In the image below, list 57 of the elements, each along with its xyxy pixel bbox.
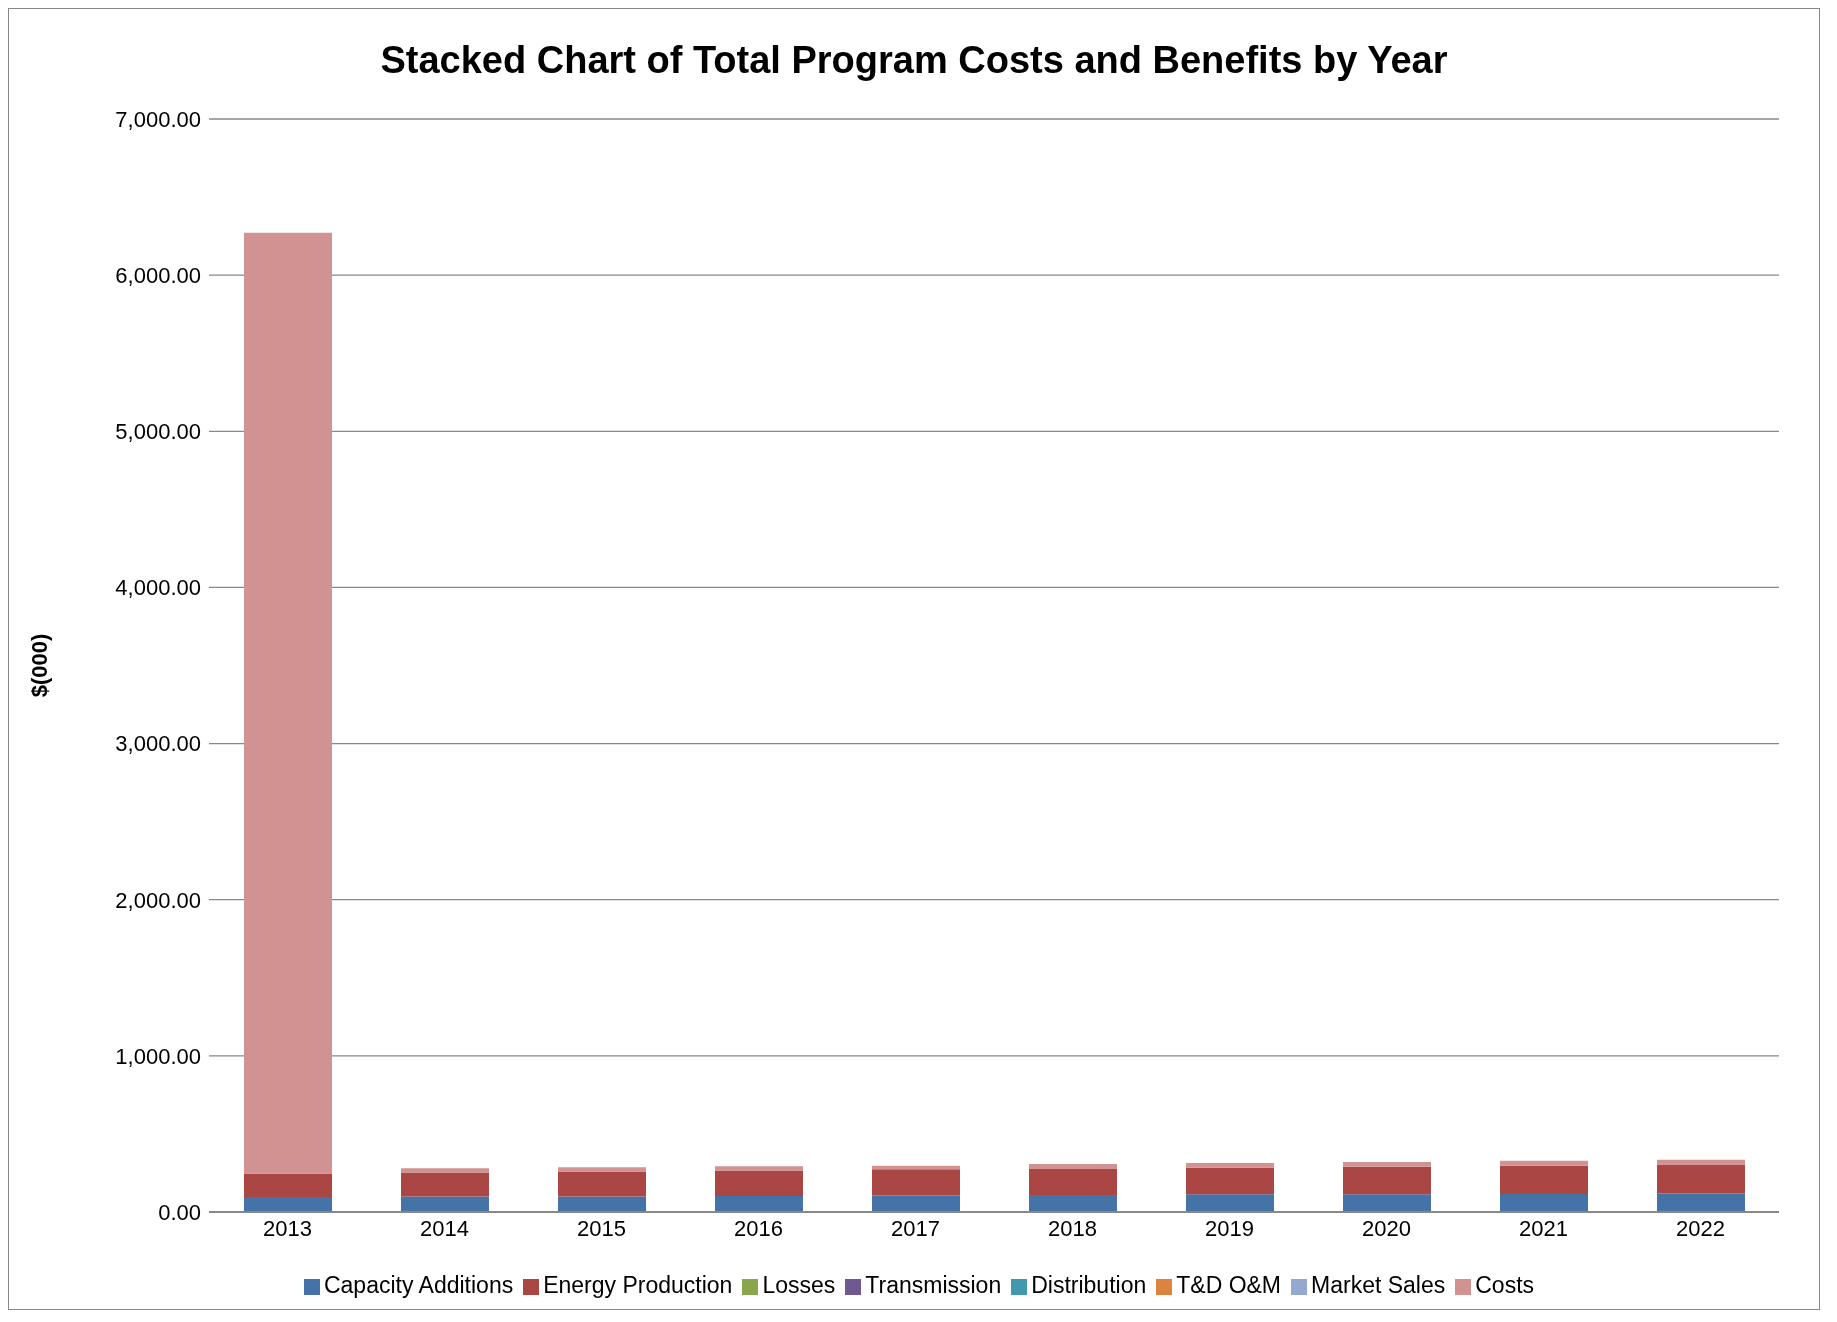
x-tick-label: 2016 — [734, 1215, 783, 1241]
bar — [1029, 1168, 1117, 1195]
bar — [1500, 1160, 1588, 1166]
chart-title: Stacked Chart of Total Program Costs and Benefits by Year — [379, 38, 1449, 83]
x-tick-label: 2020 — [1362, 1215, 1411, 1241]
y-tick-label: 3,000.00 — [115, 731, 201, 757]
y-tick-label: 1,000.00 — [115, 1043, 201, 1069]
bar — [401, 1196, 489, 1212]
x-tick-label: 2017 — [891, 1215, 940, 1241]
legend-label: Distribution — [1031, 1272, 1147, 1298]
x-tick-label: 2019 — [1205, 1215, 1254, 1241]
legend-label: Costs — [1475, 1272, 1535, 1298]
y-tick-label: 0.00 — [158, 1199, 201, 1225]
legend-label: T&D O&M — [1176, 1272, 1282, 1298]
y-tick-label: 4,000.00 — [115, 575, 201, 601]
legend-label: Transmission — [865, 1272, 1002, 1298]
x-tick-label: 2021 — [1519, 1215, 1568, 1241]
legend-label: Capacity Additions — [323, 1272, 514, 1298]
x-tick-label: 2018 — [1048, 1215, 1097, 1241]
y-axis-title: $(000) — [26, 633, 52, 698]
bar — [715, 1196, 803, 1212]
bar — [1029, 1194, 1117, 1212]
x-tick-label: 2022 — [1676, 1215, 1725, 1241]
bar — [1657, 1193, 1745, 1212]
bar — [1186, 1194, 1274, 1212]
bar — [1657, 1159, 1745, 1165]
bar — [1500, 1193, 1588, 1212]
bar — [558, 1196, 646, 1212]
bar — [1186, 1162, 1274, 1168]
x-tick-label: 2014 — [420, 1215, 469, 1241]
bar — [1657, 1164, 1745, 1194]
bar — [1343, 1166, 1431, 1195]
bar — [1343, 1161, 1431, 1167]
bar — [1343, 1194, 1431, 1212]
bar — [401, 1172, 489, 1197]
bar — [401, 1168, 489, 1173]
bar — [244, 1173, 332, 1198]
bar — [558, 1171, 646, 1197]
y-tick-label: 6,000.00 — [115, 262, 201, 288]
bar — [558, 1167, 646, 1172]
bar — [872, 1195, 960, 1212]
x-tick-label: 2013 — [263, 1215, 312, 1241]
y-tick-label: 5,000.00 — [115, 419, 201, 445]
x-tick-label: 2015 — [577, 1215, 626, 1241]
bar — [244, 1197, 332, 1212]
y-tick-label: 7,000.00 — [115, 106, 201, 132]
y-tick-label: 2,000.00 — [115, 887, 201, 913]
bar — [244, 232, 332, 1174]
bar — [1500, 1165, 1588, 1194]
bar — [715, 1170, 803, 1197]
legend-label: Losses — [762, 1272, 836, 1298]
legend-label: Energy Production — [543, 1272, 733, 1298]
bar — [1029, 1164, 1117, 1169]
bar — [715, 1166, 803, 1171]
legend-label: Market Sales — [1311, 1272, 1446, 1298]
bar — [1186, 1167, 1274, 1195]
bar — [872, 1169, 960, 1196]
